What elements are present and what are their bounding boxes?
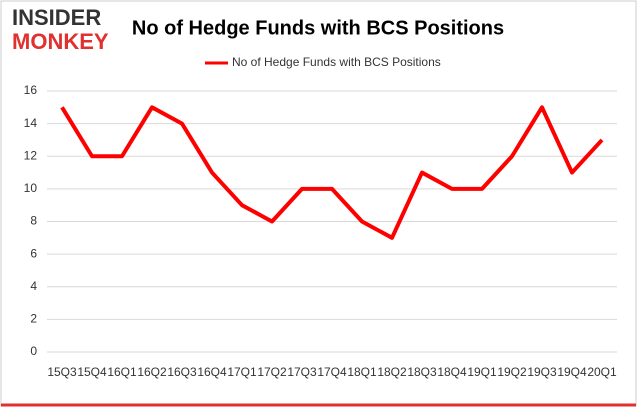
logo-bottom: MONKEY: [12, 29, 109, 54]
x-tick-label: 20Q1: [587, 365, 617, 379]
x-tick-label: 18Q1: [347, 365, 377, 379]
y-tick-label: 0: [30, 344, 37, 358]
x-tick-label: 16Q4: [197, 365, 227, 379]
x-tick-label: 16Q3: [167, 365, 197, 379]
y-tick-label: 4: [30, 279, 37, 293]
x-tick-label: 18Q2: [377, 365, 407, 379]
y-tick-label: 16: [24, 83, 38, 97]
x-tick-label: 16Q1: [107, 365, 137, 379]
x-tick-label: 17Q4: [317, 365, 347, 379]
y-tick-label: 8: [30, 214, 37, 228]
x-tick-label: 19Q2: [497, 365, 527, 379]
y-tick-label: 2: [30, 312, 37, 326]
series-line: [60, 105, 604, 240]
x-tick-label: 19Q3: [527, 365, 557, 379]
y-tick-label: 12: [24, 148, 38, 162]
x-tick-label: 15Q3: [47, 365, 77, 379]
y-tick-label: 14: [24, 116, 38, 130]
x-tick-label: 18Q4: [437, 365, 467, 379]
x-tick-label: 19Q1: [467, 365, 497, 379]
x-tick-label: 17Q3: [287, 365, 317, 379]
x-tick-label: 17Q1: [227, 365, 257, 379]
x-tick-label: 18Q3: [407, 365, 437, 379]
x-tick-label: 19Q4: [557, 365, 587, 379]
y-tick-label: 6: [30, 246, 37, 260]
x-tick-label: 15Q4: [77, 365, 107, 379]
y-tick-label: 10: [24, 181, 38, 195]
legend-label: No of Hedge Funds with BCS Positions: [232, 55, 441, 69]
x-tick-label: 17Q2: [257, 365, 287, 379]
logo-top: INSIDER: [12, 5, 101, 30]
chart-title: No of Hedge Funds with BCS Positions: [132, 17, 504, 39]
x-tick-label: 16Q2: [137, 365, 167, 379]
